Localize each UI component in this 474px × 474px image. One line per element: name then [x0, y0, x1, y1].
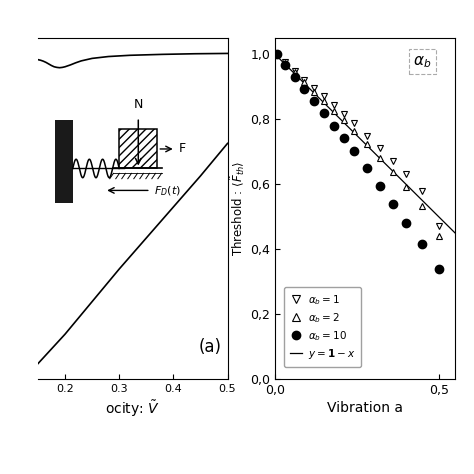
- Bar: [55, 120, 73, 202]
- Text: $F_D(t)$: $F_D(t)$: [154, 185, 181, 199]
- X-axis label: ocity: $\tilde{V}$: ocity: $\tilde{V}$: [105, 398, 160, 419]
- X-axis label: Vibration a: Vibration a: [327, 401, 403, 415]
- Text: F: F: [179, 143, 186, 155]
- Bar: [119, 129, 157, 168]
- Text: N: N: [134, 98, 143, 111]
- Text: $\alpha_b$: $\alpha_b$: [413, 54, 432, 70]
- Y-axis label: Threshold : $\langle \tilde{F}_{th} \rangle$: Threshold : $\langle \tilde{F}_{th} \ran…: [229, 161, 247, 256]
- Text: (a): (a): [199, 338, 222, 356]
- Legend: $\alpha_b = 1$, $\alpha_b = 2$, $\alpha_b = 10$, $y = \mathbf{1} - x$: $\alpha_b = 1$, $\alpha_b = 2$, $\alpha_…: [284, 287, 361, 367]
